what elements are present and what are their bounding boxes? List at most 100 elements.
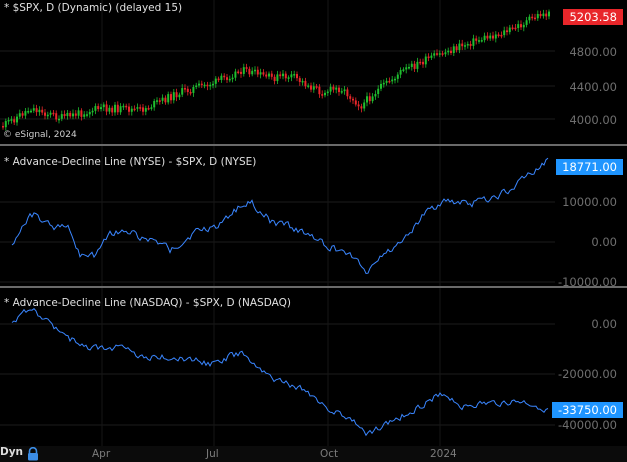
candle-body [433,53,436,56]
lock-icon[interactable] [26,447,40,461]
adl-nyse-last-value-badge: 18771.00 [556,159,623,175]
candle-body [310,85,312,90]
candle-body [86,114,88,116]
nasdaq-y-label-neg20000: -20000.00 [557,367,617,381]
candle-body [164,97,167,103]
nasdaq-y-label-0: 0.00 [591,317,617,331]
candle-body [374,94,377,97]
candle-body [492,35,494,39]
candle-body [343,89,346,92]
candle-body [150,107,153,109]
candle-body [195,85,198,87]
candle-body [405,67,408,70]
candle-body [324,92,326,96]
candle-body [139,107,142,109]
candle-body [192,86,195,93]
candle-body [382,82,385,85]
candle-body [77,110,80,116]
candle-body [388,80,391,83]
candle-body [469,44,472,46]
candle-body [198,83,200,86]
adl-nyse-panel-title: * Advance-Decline Line (NYSE) - $SPX, D … [4,156,257,168]
candle-body [44,112,46,116]
candle-body [377,88,380,95]
indicator-line [11,308,549,437]
candle-body [4,121,7,128]
candle-body [60,114,63,119]
candle-body [329,86,332,92]
candle-body [234,71,237,78]
candle-body [402,69,405,71]
candle-body [223,75,226,78]
candle-body [508,27,511,33]
candle-body [245,67,248,69]
candle-body [189,92,192,94]
candle-body [21,113,24,116]
candle-body [259,72,262,75]
candle-body [301,80,304,83]
spx-price-panel[interactable]: * $SPX, D (Dynamic) (delayed 15) 4800.00… [0,0,627,144]
x-label-oct: Oct [320,448,339,460]
candle-body [321,94,324,96]
candle-body [220,75,223,80]
candle-body [108,107,111,112]
candle-body [178,94,181,98]
candle-body [458,43,461,51]
candle-body [102,104,105,108]
x-axis[interactable]: Apr Jul Oct 2024 [0,446,627,462]
candle-body [133,108,136,111]
candle-body [181,88,184,95]
candle-body [520,24,522,28]
candle-body [276,74,279,82]
panel-divider[interactable] [0,144,627,146]
candle-body [226,77,228,80]
candle-body [480,40,483,42]
nyse-y-label-0: 0.00 [591,235,617,249]
dynamic-mode-label[interactable]: Dyn [0,446,24,458]
candle-body [256,69,259,75]
candle-body [35,108,38,113]
candle-body [525,20,528,25]
candle-body [279,74,282,77]
candle-body [531,16,534,19]
nasdaq-y-label-neg40000: -40000.00 [557,418,617,432]
panel-divider[interactable] [0,286,627,288]
candle-body [209,84,212,87]
candle-body [237,71,240,74]
candle-body [41,109,44,113]
candle-body [517,24,520,29]
spx-last-price-badge: 5203.58 [563,9,623,25]
candle-body [91,110,94,113]
adl-nyse-panel[interactable]: * Advance-Decline Line (NYSE) - $SPX, D … [0,146,627,289]
candle-body [69,112,72,117]
candle-body [290,74,293,78]
candle-body [542,13,545,17]
candle-body [49,112,52,115]
candle-body [441,53,444,55]
candle-body [262,72,265,75]
candle-body [18,113,21,117]
candle-body [2,126,4,128]
candle-body [122,105,125,108]
candle-body [167,94,170,103]
candle-body [158,100,161,102]
candle-body [500,34,503,37]
candle-body [24,111,27,116]
candle-body [326,91,329,94]
candle-body [483,35,486,41]
candle-body [506,30,508,33]
candle-body [72,113,74,117]
candle-body [494,34,497,39]
candle-body [357,104,360,107]
x-label-2024: 2024 [430,448,457,460]
candle-body [94,106,97,111]
candle-body [410,63,413,67]
candle-body [74,113,77,116]
adl-nasdaq-panel[interactable]: * Advance-Decline Line (NASDAQ) - $SPX, … [0,288,627,446]
candle-body [475,38,478,41]
candle-body [282,73,284,77]
candle-body [545,13,548,17]
candle-body [38,109,41,113]
spx-panel-title: * $SPX, D (Dynamic) (delayed 15) [4,2,183,14]
candle-body [10,119,13,121]
